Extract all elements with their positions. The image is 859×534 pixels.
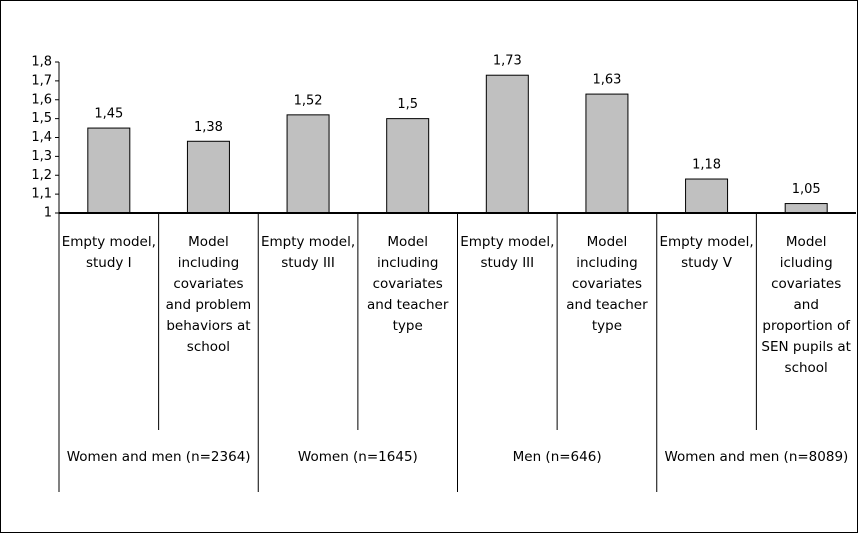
bar xyxy=(685,178,729,214)
y-tick-label: 1 xyxy=(44,206,52,221)
group-label: Men (n=646) xyxy=(512,449,602,465)
group-label: Women and men (n=2364) xyxy=(66,449,251,465)
bar xyxy=(784,203,828,214)
value-label: 1,73 xyxy=(493,54,522,69)
value-label: 1,63 xyxy=(592,73,621,88)
group-label: Women and men (n=8089) xyxy=(664,449,849,465)
y-tick-label: 1,8 xyxy=(31,55,52,70)
y-tick-label: 1,4 xyxy=(31,130,52,145)
x-tick-label: Model including covariates and teacher t… xyxy=(566,234,648,334)
value-label: 1,52 xyxy=(294,93,323,108)
bar xyxy=(186,140,230,214)
value-label: 1,18 xyxy=(692,158,721,173)
bar xyxy=(286,114,330,214)
x-tick-label: Empty model, study III xyxy=(460,234,555,271)
group-label: Women (n=1645) xyxy=(297,449,418,465)
bar xyxy=(485,74,529,214)
bar xyxy=(87,127,131,214)
x-tick-label: Empty model, study V xyxy=(659,234,754,271)
x-tick-label: Empty model, study I xyxy=(61,234,156,271)
x-tick-label: Model icluding covariates and proportion… xyxy=(761,234,851,376)
bar xyxy=(585,93,629,214)
y-tick-label: 1,1 xyxy=(31,187,52,202)
y-tick-label: 1,6 xyxy=(31,92,52,107)
x-tick-label: Model including covariates and teacher t… xyxy=(366,234,449,334)
value-label: 1,38 xyxy=(194,120,223,135)
value-label: 1,45 xyxy=(94,107,123,122)
value-label: 1,05 xyxy=(792,182,821,197)
y-tick-label: 1,3 xyxy=(31,149,52,164)
bar xyxy=(386,118,430,214)
x-tick-label: Empty model, study III xyxy=(260,234,356,271)
y-tick-label: 1,5 xyxy=(31,111,52,126)
x-tick-label: Model including covariates and problem b… xyxy=(165,234,252,355)
y-tick-label: 1,7 xyxy=(31,73,52,88)
value-label: 1,5 xyxy=(397,97,418,112)
y-tick-label: 1,2 xyxy=(31,168,52,183)
